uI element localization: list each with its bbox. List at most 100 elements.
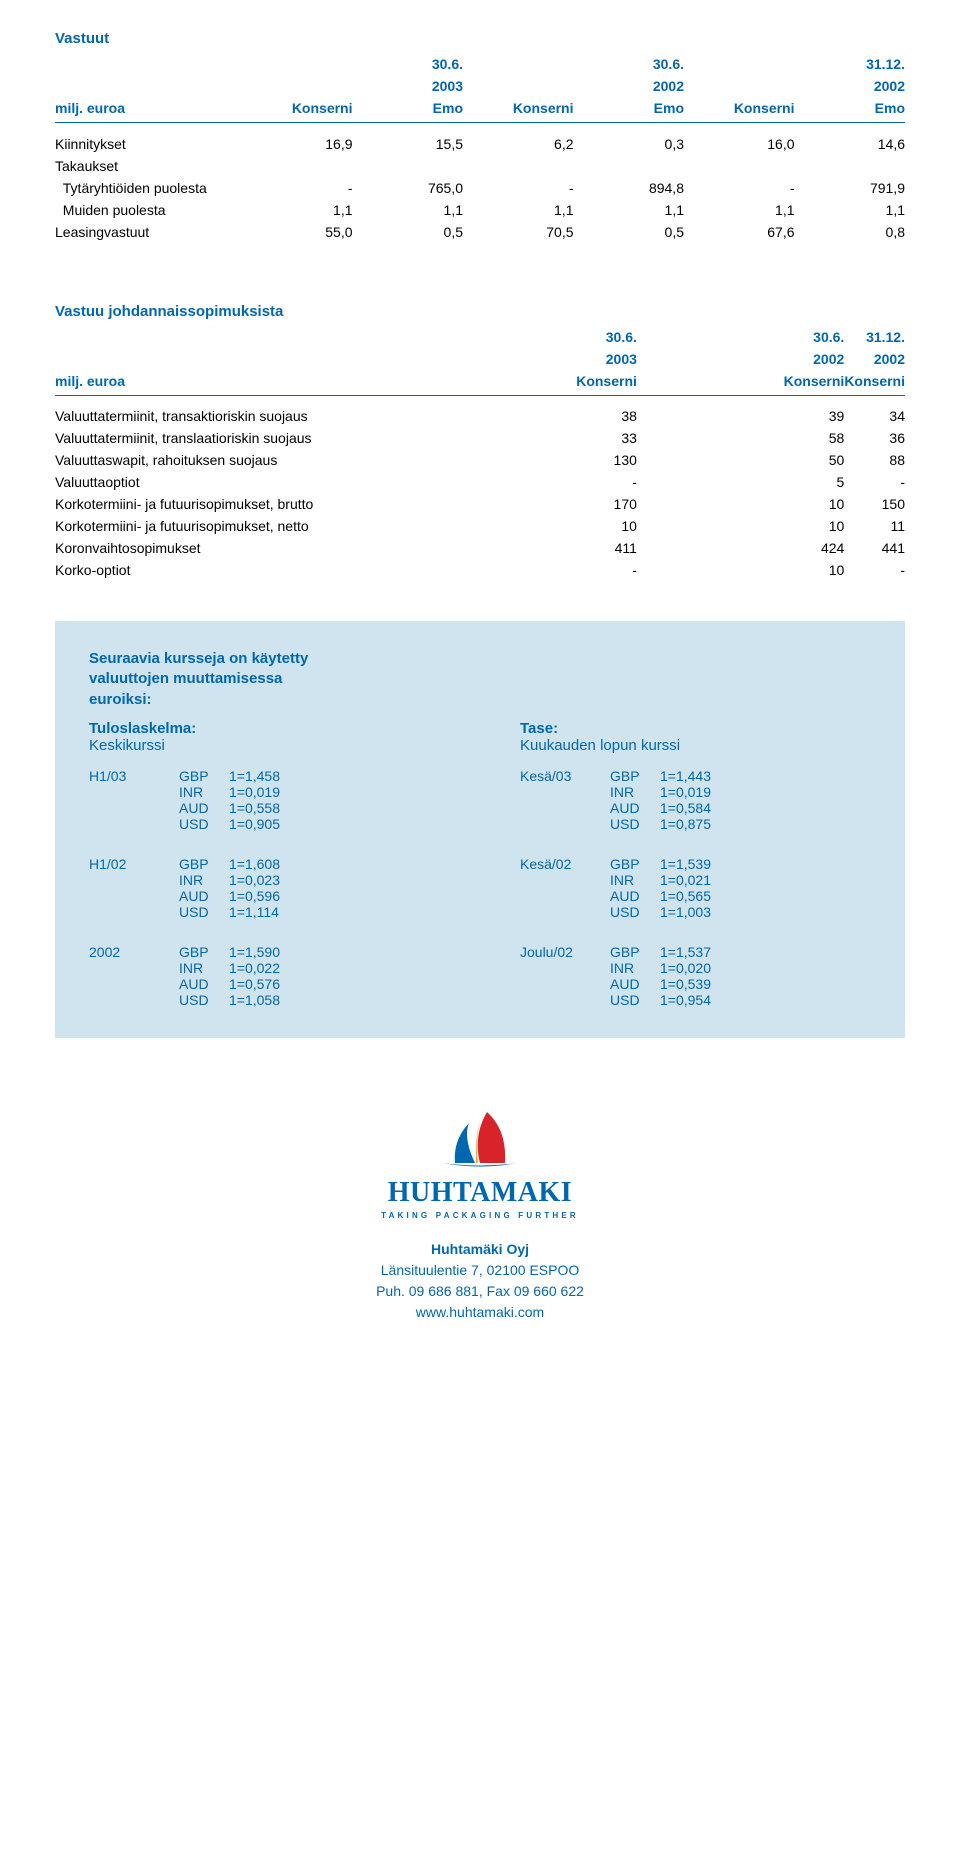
cell: milj. euroa — [55, 97, 242, 123]
rate-value: 1=1,443 — [660, 768, 711, 784]
cell: 34 — [844, 405, 905, 427]
rate-currency: INR — [610, 784, 660, 800]
rate-value: 1=1,114 — [229, 904, 279, 920]
cell: 2002 — [463, 75, 684, 97]
cell: 10 — [430, 515, 637, 537]
rate-line: USD1=1,114 — [179, 904, 440, 920]
cell: 38 — [430, 405, 637, 427]
rate-currency: USD — [610, 816, 660, 832]
cell: 10 — [637, 515, 844, 537]
cell: 36 — [844, 427, 905, 449]
row-label: Valuuttatermiinit, transaktioriskin suoj… — [55, 405, 430, 427]
rate-line: AUD1=0,584 — [610, 800, 871, 816]
rate-block: H1/02GBP1=1,608INR1=0,023AUD1=0,596USD1=… — [89, 856, 440, 920]
vastuut-table: 30.6. 30.6. 31.12. 2003 2002 2002 milj. … — [55, 53, 905, 243]
cell: Konserni — [463, 97, 574, 123]
currency-title-line: Seuraavia kursseja on käytetty — [89, 650, 308, 667]
currency-title: Seuraavia kursseja on käytetty valuuttoj… — [89, 649, 871, 710]
logo: HUHTAMAKI TAKING PACKAGING FURTHER — [381, 1108, 579, 1220]
cell: - — [844, 559, 905, 581]
cell: 30.6. — [430, 326, 637, 348]
rate-line: USD1=1,058 — [179, 992, 440, 1008]
rate-line: USD1=1,003 — [610, 904, 871, 920]
row-label: Tytäryhtiöiden puolesta — [55, 177, 242, 199]
rate-line: INR1=0,023 — [179, 872, 440, 888]
rate-line: AUD1=0,558 — [179, 800, 440, 816]
rate-value: 1=0,905 — [229, 816, 280, 832]
rate-currency: USD — [610, 904, 660, 920]
cell: 16,9 — [242, 133, 353, 155]
cell: 441 — [844, 537, 905, 559]
cell: 39 — [637, 405, 844, 427]
cell — [55, 326, 430, 348]
cell: 1,1 — [574, 199, 685, 221]
cell: 1,1 — [463, 199, 574, 221]
rate-currency: INR — [179, 784, 229, 800]
row-label: Valuuttaoptiot — [55, 471, 430, 493]
cell: 2003 — [430, 348, 637, 370]
currency-right-col: Tase: Kuukauden lopun kurssi Kesä/03GBP1… — [520, 720, 871, 1008]
row-label: Korkotermiini- ja futuurisopimukset, net… — [55, 515, 430, 537]
rate-line: INR1=0,020 — [610, 960, 871, 976]
company-address: Länsituulentie 7, 02100 ESPOO — [55, 1260, 905, 1281]
rate-value: 1=0,019 — [229, 784, 280, 800]
row-label: Takaukset — [55, 155, 242, 177]
cell: milj. euroa — [55, 370, 430, 396]
table2-date-row: 30.6. 30.6. 31.12. — [55, 326, 905, 348]
cell: - — [463, 177, 574, 199]
rate-value: 1=0,558 — [229, 800, 280, 816]
cell: 0,8 — [795, 221, 906, 243]
cell: 424 — [637, 537, 844, 559]
row-label: Leasingvastuut — [55, 221, 242, 243]
rate-currency: AUD — [179, 800, 229, 816]
table-row: Leasingvastuut55,00,570,50,567,60,8 — [55, 221, 905, 243]
rate-block: Joulu/02GBP1=1,537INR1=0,020AUD1=0,539US… — [520, 944, 871, 1008]
rate-value: 1=0,023 — [229, 872, 280, 888]
rate-value: 1=0,584 — [660, 800, 711, 816]
cell: 58 — [637, 427, 844, 449]
brand-name: HUHTAMAKI — [381, 1177, 579, 1209]
rate-line: GBP1=1,590 — [179, 944, 440, 960]
currency-title-line: euroiksi: — [89, 691, 152, 708]
cell: Konserni — [430, 370, 637, 396]
table2-year-row: 2003 2002 2002 — [55, 348, 905, 370]
table-row: Korko-optiot-10- — [55, 559, 905, 581]
rate-currency: GBP — [179, 856, 229, 872]
cell: - — [242, 177, 353, 199]
rate-period: Joulu/02 — [520, 944, 610, 1008]
cell — [684, 155, 795, 177]
cell: Emo — [353, 97, 464, 123]
table-row: Valuuttaswapit, rahoituksen suojaus13050… — [55, 449, 905, 471]
cell — [55, 75, 242, 97]
cell: Konserni — [844, 370, 905, 396]
cell: 2002 — [637, 348, 844, 370]
table1-date-row: 30.6. 30.6. 31.12. — [55, 53, 905, 75]
rate-currency: GBP — [179, 944, 229, 960]
cell: 10 — [637, 559, 844, 581]
cell — [795, 155, 906, 177]
rate-line: INR1=0,019 — [610, 784, 871, 800]
rate-value: 1=0,022 — [229, 960, 280, 976]
cell: 30.6. — [637, 326, 844, 348]
table-row: Valuuttatermiinit, translaatioriskin suo… — [55, 427, 905, 449]
table-row: Tytäryhtiöiden puolesta-765,0-894,8-791,… — [55, 177, 905, 199]
cell: 55,0 — [242, 221, 353, 243]
rate-line: AUD1=0,565 — [610, 888, 871, 904]
rate-line: USD1=0,875 — [610, 816, 871, 832]
cell: Konserni — [637, 370, 844, 396]
cell: 150 — [844, 493, 905, 515]
cell: Konserni — [684, 97, 795, 123]
cell: 2003 — [242, 75, 463, 97]
rate-line: GBP1=1,443 — [610, 768, 871, 784]
vastuut-title: Vastuut — [55, 30, 905, 47]
rate-period: H1/02 — [89, 856, 179, 920]
johdannais-table: 30.6. 30.6. 31.12. 2003 2002 2002 milj. … — [55, 326, 905, 582]
rate-line: AUD1=0,596 — [179, 888, 440, 904]
rate-block: Kesä/02GBP1=1,539INR1=0,021AUD1=0,565USD… — [520, 856, 871, 920]
cell: Emo — [574, 97, 685, 123]
cell — [55, 348, 430, 370]
cell: 894,8 — [574, 177, 685, 199]
table-row: Valuuttatermiinit, transaktioriskin suoj… — [55, 405, 905, 427]
rate-value: 1=1,458 — [229, 768, 280, 784]
right-sub: Kuukauden lopun kurssi — [520, 737, 871, 754]
